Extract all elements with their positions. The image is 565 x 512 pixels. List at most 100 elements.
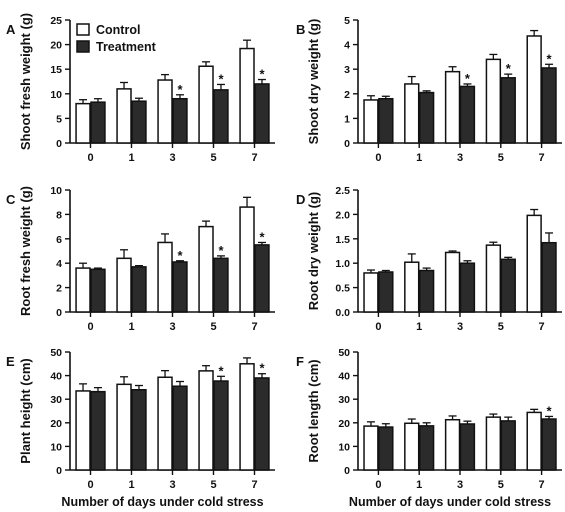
bar-treatment bbox=[541, 241, 557, 313]
bar-treatment bbox=[172, 261, 188, 313]
panel-letter: A bbox=[6, 22, 16, 37]
y-tick-label: 1.5 bbox=[335, 234, 350, 246]
bar-control bbox=[404, 261, 420, 313]
bar-treatment bbox=[418, 269, 435, 313]
bar-control bbox=[116, 257, 132, 313]
y-tick-label: 0.0 bbox=[335, 307, 350, 319]
bar-control bbox=[404, 83, 420, 144]
y-tick-label: 20 bbox=[50, 40, 62, 52]
bar-treatment bbox=[90, 390, 106, 471]
x-tick-label: 3 bbox=[457, 479, 463, 491]
legend-label-control: Control bbox=[96, 23, 140, 37]
y-tick-label: 10 bbox=[50, 89, 62, 101]
y-tick-label: 40 bbox=[338, 371, 350, 383]
panel-b: B Shoot dry weight (g) 0 1 2 3 4 5 0 1 3 * 5 * 7 * bbox=[296, 15, 562, 164]
bar-treatment bbox=[459, 262, 476, 313]
significance-star: * bbox=[218, 363, 224, 378]
bar-treatment bbox=[131, 100, 147, 144]
bar-treatment bbox=[541, 67, 557, 144]
bar-treatment bbox=[500, 258, 516, 313]
y-tick-label: 3 bbox=[344, 64, 350, 76]
y-tick-label: 4 bbox=[344, 40, 350, 52]
y-tick-label: 0.5 bbox=[335, 283, 350, 295]
legend-label-treatment: Treatment bbox=[96, 40, 157, 54]
bar-control bbox=[198, 65, 214, 144]
y-tick-label: 5 bbox=[56, 113, 62, 125]
bar-treatment bbox=[90, 101, 106, 144]
x-tick-label: 3 bbox=[169, 152, 175, 164]
bar-treatment bbox=[378, 97, 394, 144]
bar-control bbox=[526, 411, 542, 471]
x-tick-label: 7 bbox=[539, 321, 545, 333]
y-tick-label: 20 bbox=[50, 418, 62, 430]
x-tick-label: 0 bbox=[375, 479, 381, 491]
x-tick-label: 1 bbox=[128, 321, 134, 333]
panel-c: C Root fresh weight (g) 0 2 4 6 8 10 0 1 3 * 5 * 7 * bbox=[6, 185, 275, 333]
bar-treatment bbox=[378, 271, 394, 313]
significance-star: * bbox=[259, 229, 265, 244]
significance-star: * bbox=[465, 71, 471, 86]
x-tick-label: 5 bbox=[210, 321, 216, 333]
panel-letter: E bbox=[6, 354, 15, 369]
bar-control bbox=[75, 390, 91, 471]
bar-treatment bbox=[213, 380, 229, 471]
bar-treatment bbox=[213, 257, 229, 313]
y-tick-label: 40 bbox=[50, 371, 62, 383]
y-tick-label: 10 bbox=[50, 441, 62, 453]
bar-control bbox=[75, 102, 91, 144]
x-tick-label: 0 bbox=[375, 321, 381, 333]
bar-treatment bbox=[90, 268, 106, 313]
x-tick-label: 1 bbox=[128, 152, 134, 164]
bar-treatment bbox=[418, 91, 435, 144]
bar-control bbox=[363, 99, 379, 144]
y-tick-label: 0 bbox=[56, 465, 62, 477]
x-tick-label: 7 bbox=[251, 321, 257, 333]
y-tick-label: 6 bbox=[56, 234, 62, 246]
y-tick-label: 0 bbox=[56, 138, 62, 150]
panel-f: F Root length (cm) 0 10 20 30 40 50 0 1 3 5 7 * Number… bbox=[296, 347, 562, 509]
bar-treatment bbox=[500, 77, 516, 144]
y-tick-label: 0 bbox=[344, 465, 350, 477]
bar-treatment bbox=[541, 418, 557, 471]
bar-control bbox=[157, 79, 173, 144]
bar-control bbox=[116, 383, 132, 471]
bar-control bbox=[157, 376, 173, 471]
bar-control bbox=[444, 70, 461, 144]
significance-star: * bbox=[259, 67, 265, 82]
bar-treatment bbox=[500, 420, 516, 471]
y-tick-label: 0 bbox=[344, 138, 350, 150]
x-tick-label: 0 bbox=[375, 152, 381, 164]
x-tick-label: 3 bbox=[457, 152, 463, 164]
bar-treatment bbox=[254, 377, 270, 471]
y-tick-label: 4 bbox=[56, 258, 62, 270]
bar-control bbox=[485, 58, 502, 144]
y-axis-label: Plant height (cm) bbox=[18, 358, 33, 463]
x-axis-label: Number of days under cold stress bbox=[349, 495, 551, 509]
y-tick-label: 8 bbox=[56, 209, 62, 221]
legend-swatch-control bbox=[76, 23, 90, 36]
y-tick-label: 15 bbox=[50, 64, 62, 76]
y-tick-label: 2 bbox=[56, 283, 62, 295]
y-tick-label: 1 bbox=[344, 113, 350, 125]
bar-treatment bbox=[131, 389, 147, 471]
x-tick-label: 5 bbox=[210, 152, 216, 164]
x-tick-label: 5 bbox=[210, 479, 216, 491]
panel-letter: F bbox=[296, 354, 304, 369]
panel-a: A Shoot fresh weight (g) 0 5 10 15 20 25 0 1 3 * 5 * 7… bbox=[6, 13, 275, 164]
x-tick-label: 5 bbox=[498, 152, 504, 164]
x-tick-label: 1 bbox=[416, 152, 422, 164]
x-tick-label: 1 bbox=[128, 479, 134, 491]
y-tick-label: 50 bbox=[338, 347, 350, 359]
y-tick-label: 2.5 bbox=[335, 185, 350, 197]
significance-star: * bbox=[177, 82, 183, 97]
bar-control bbox=[157, 241, 173, 313]
bar-treatment bbox=[418, 425, 435, 471]
y-axis-label: Shoot fresh weight (g) bbox=[18, 13, 33, 150]
x-tick-label: 0 bbox=[87, 479, 93, 491]
x-tick-label: 5 bbox=[498, 479, 504, 491]
bar-control bbox=[485, 416, 502, 471]
bar-control bbox=[404, 422, 420, 471]
x-tick-label: 7 bbox=[539, 479, 545, 491]
bar-control bbox=[485, 244, 502, 313]
bar-control bbox=[363, 425, 379, 471]
